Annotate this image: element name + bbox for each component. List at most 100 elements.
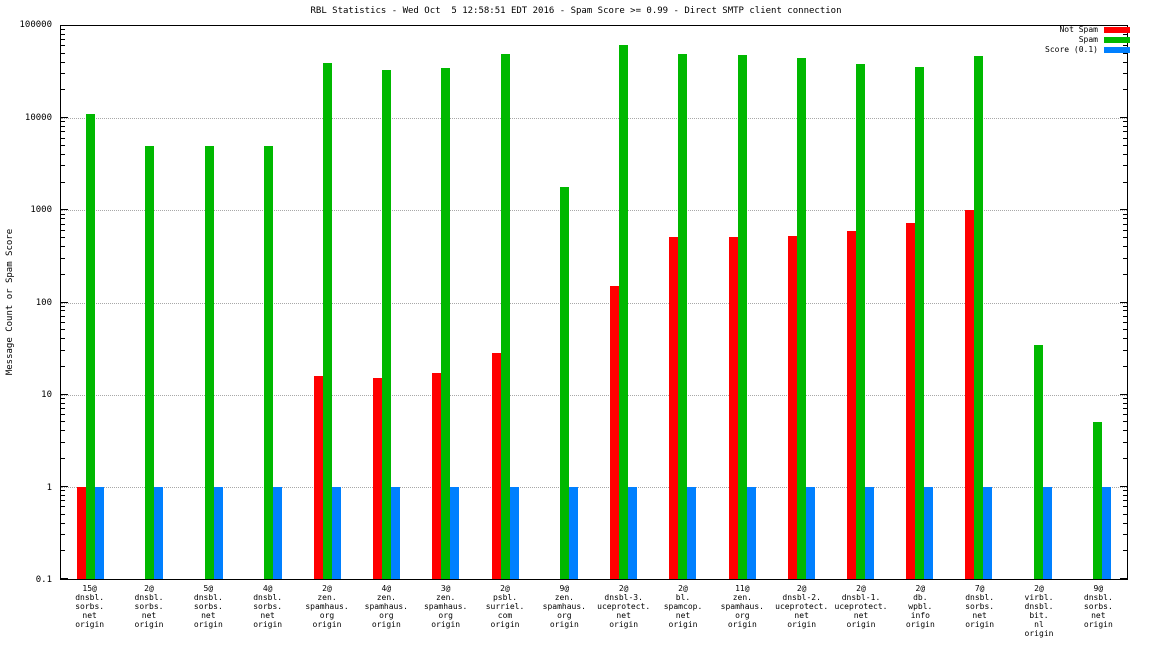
y-minor-tick-mark (1123, 421, 1127, 423)
bar-not-spam (77, 486, 87, 579)
x-category-label: 2@ dnsbl-2. uceprotect. net origin (775, 584, 829, 629)
y-minor-tick-mark (61, 165, 65, 167)
y-minor-tick-mark (1123, 402, 1127, 404)
bar-not-spam (787, 235, 797, 579)
legend-swatch (1104, 27, 1130, 33)
bar-not-spam (373, 378, 383, 579)
bar-not-spam (847, 231, 856, 579)
y-minor-tick-mark (1123, 237, 1127, 239)
x-category-label: 2@ psbl. surriel. com origin (485, 584, 525, 629)
bar-spam (1092, 422, 1102, 579)
y-minor-tick-mark (61, 338, 65, 340)
y-tick-mark (61, 485, 68, 487)
x-category-label: 3@ zen. spamhaus. org origin (423, 584, 468, 629)
y-minor-tick-mark (1123, 257, 1127, 259)
bar-spam (678, 53, 688, 579)
y-minor-tick-mark (1123, 144, 1127, 146)
bar-spam (86, 114, 96, 579)
bar-score-0-1- (95, 486, 105, 579)
y-minor-tick-mark (1123, 229, 1127, 231)
y-minor-tick-mark (1123, 315, 1127, 317)
y-tick-mark (1120, 485, 1127, 487)
y-minor-tick-mark (61, 315, 65, 317)
y-tick-label: 100000 (19, 20, 52, 30)
x-category-label: 7@ dnsbl. sorbs. net origin (965, 584, 995, 629)
y-minor-tick-mark (61, 223, 65, 225)
y-minor-tick-mark (1123, 165, 1127, 167)
bar-score-0-1- (1101, 486, 1111, 579)
bar-spam (263, 145, 273, 579)
bar-score-0-1- (154, 486, 164, 579)
y-minor-tick-mark (1123, 181, 1127, 183)
x-category-label: 2@ dnsbl-1. uceprotect. net origin (834, 584, 888, 629)
y-minor-tick-mark (1123, 534, 1127, 536)
y-minor-tick-mark (61, 273, 65, 275)
x-category-label: 2@ dnsbl-3. uceprotect. net origin (597, 584, 651, 629)
y-minor-tick-mark (61, 321, 65, 323)
bar-spam (204, 145, 214, 579)
y-minor-tick-mark (1123, 414, 1127, 416)
y-minor-tick-mark (61, 246, 65, 247)
bar-spam (915, 66, 925, 579)
y-minor-tick-mark (61, 153, 65, 155)
y-minor-tick-mark (1123, 305, 1127, 307)
x-category-label: 4@ dnsbl. sorbs. net origin (253, 584, 283, 629)
gridline (61, 210, 1127, 212)
y-minor-tick-mark (61, 430, 65, 432)
legend-label: Spam (1078, 35, 1098, 44)
y-tick-mark (61, 25, 68, 26)
legend-swatch (1104, 37, 1130, 43)
y-minor-tick-mark (61, 407, 65, 409)
y-minor-tick-mark (61, 137, 65, 139)
bar-spam (500, 53, 510, 579)
y-minor-tick-mark (1123, 506, 1127, 508)
bar-spam (856, 63, 865, 579)
y-minor-tick-mark (1123, 73, 1127, 75)
bar-score-0-1- (568, 486, 578, 579)
legend-swatch (1104, 47, 1130, 53)
y-minor-tick-mark (61, 310, 65, 312)
y-minor-tick-mark (1123, 329, 1127, 331)
y-minor-tick-mark (61, 257, 65, 259)
bar-score-0-1- (213, 486, 223, 579)
bar-score-0-1- (1042, 486, 1052, 579)
chart-title: RBL Statistics - Wed Oct 5 12:58:51 EDT … (310, 6, 842, 16)
bar-score-0-1- (687, 486, 697, 579)
y-minor-tick-mark (1123, 397, 1127, 399)
x-category-label: 9@ zen. spamhaus. org origin (542, 584, 587, 629)
y-minor-tick-mark (1123, 153, 1127, 155)
bar-score-0-1- (924, 486, 934, 579)
y-minor-tick-mark (61, 45, 65, 47)
y-minor-tick-mark (1123, 338, 1127, 340)
y-minor-tick-mark (1123, 89, 1127, 91)
bar-not-spam (965, 210, 975, 579)
y-minor-tick-mark (61, 550, 65, 552)
y-tick-label: 100 (35, 297, 52, 308)
bar-score-0-1- (450, 486, 460, 579)
y-minor-tick-mark (61, 121, 65, 123)
y-tick-mark (1120, 301, 1127, 303)
y-minor-tick-mark (61, 181, 65, 183)
y-minor-tick-mark (61, 397, 65, 399)
y-minor-tick-mark (1123, 490, 1127, 492)
y-minor-tick-mark (1123, 522, 1127, 524)
y-minor-tick-mark (1123, 131, 1127, 133)
legend: Not Spam Spam Score (0.1) (1045, 26, 1130, 54)
y-minor-tick-mark (61, 29, 65, 31)
y-minor-tick-mark (1123, 213, 1127, 215)
x-category-label: 9@ dnsbl. sorbs. net origin (1083, 584, 1113, 629)
y-minor-tick-mark (1123, 494, 1127, 496)
y-tick-mark (1120, 578, 1127, 579)
gridline (61, 486, 1127, 488)
y-minor-tick-mark (61, 144, 65, 146)
bar-score-0-1- (983, 486, 993, 579)
legend-row: Not Spam (1059, 26, 1130, 34)
bar-score-0-1- (746, 486, 756, 579)
x-category-label: 2@ dnsbl. sorbs. net origin (134, 584, 164, 629)
bar-spam (737, 55, 747, 579)
y-minor-tick-mark (1123, 513, 1127, 515)
bar-spam (619, 45, 629, 579)
y-minor-tick-mark (61, 421, 65, 423)
y-minor-tick-mark (61, 229, 65, 231)
gridline (61, 394, 1127, 396)
